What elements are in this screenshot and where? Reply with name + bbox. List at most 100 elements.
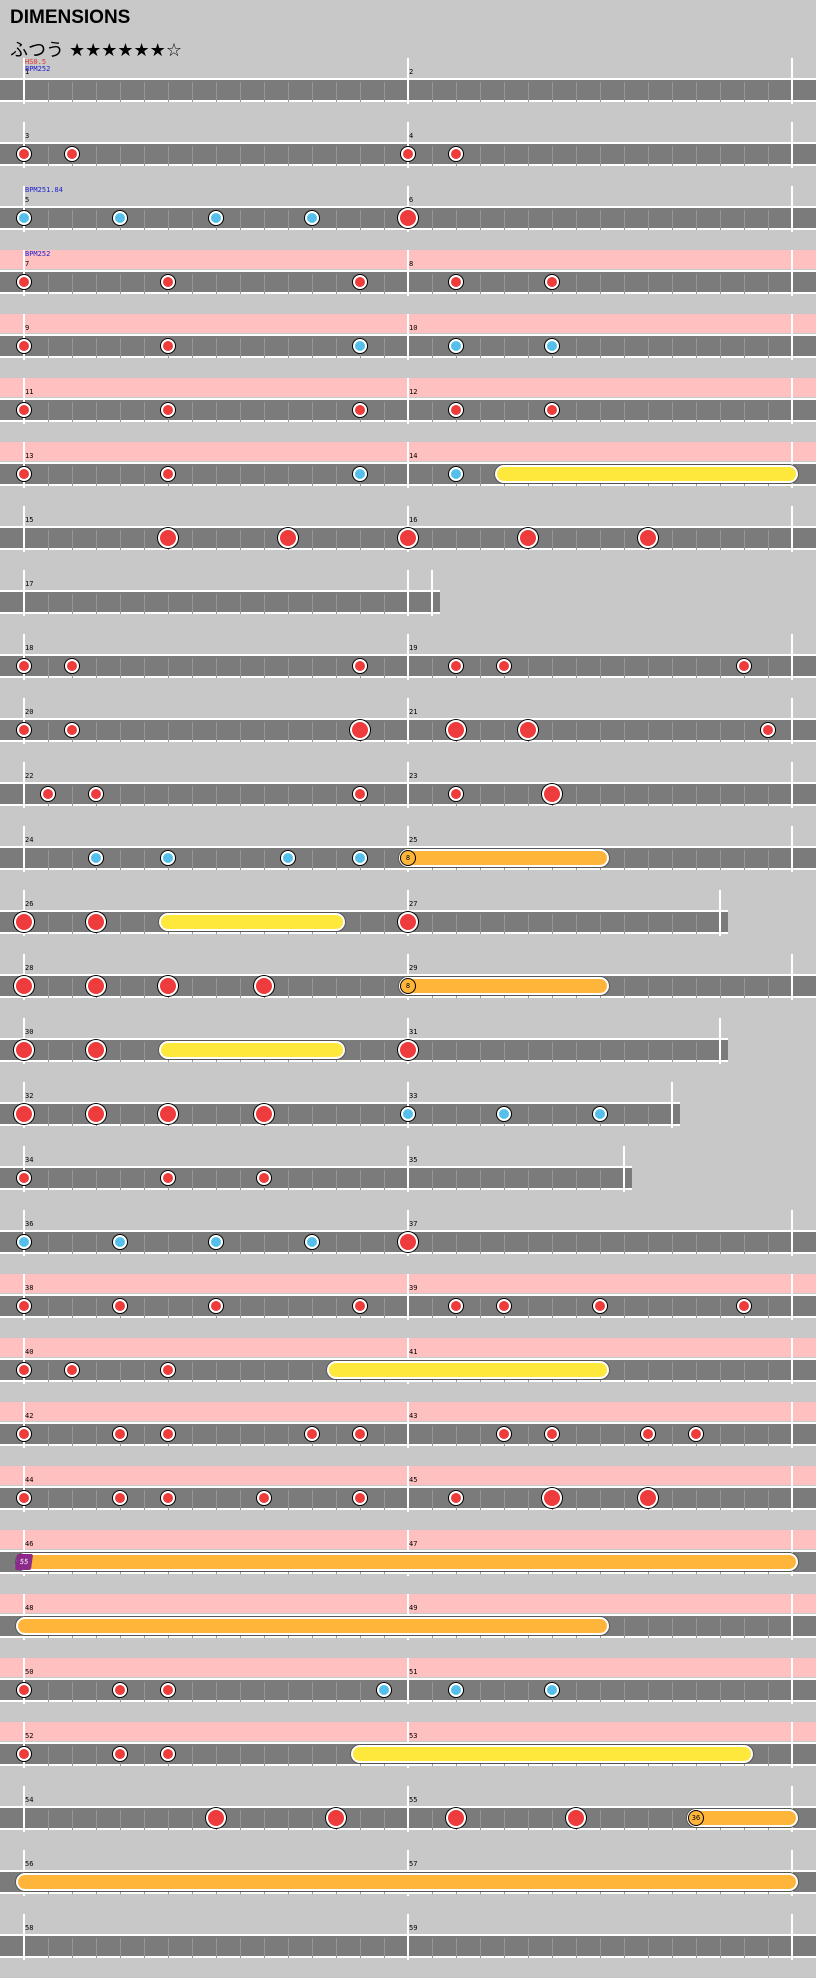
don-note (41, 787, 55, 801)
beat-line (216, 722, 217, 742)
beat-line (240, 1170, 241, 1190)
measure-number: 59 (409, 1924, 418, 1932)
beat-line (768, 1490, 769, 1510)
beat-line (144, 466, 145, 486)
beat-line (96, 466, 97, 486)
beat-line (72, 338, 73, 358)
beat-line (336, 466, 337, 486)
ka-note (305, 211, 319, 225)
beat-line (624, 1362, 625, 1382)
beat-line (600, 1682, 601, 1702)
beat-line (48, 722, 49, 742)
beat-line (576, 146, 577, 166)
measure-number: 19 (409, 644, 418, 652)
beat-line (216, 1362, 217, 1382)
don-note (353, 1427, 367, 1441)
beat-line (312, 1746, 313, 1766)
beat-line (432, 1298, 433, 1318)
drumroll (495, 465, 798, 483)
beat-line (288, 1426, 289, 1446)
don-note (497, 659, 511, 673)
don-note (737, 659, 751, 673)
beat-line (144, 786, 145, 806)
beat-line (264, 1298, 265, 1318)
big-don-note (446, 720, 466, 740)
beat-line (288, 658, 289, 678)
measure-number: 2 (409, 68, 414, 76)
don-note (353, 403, 367, 417)
beat-line (504, 722, 505, 742)
beat-line (696, 338, 697, 358)
beat-line (480, 1938, 481, 1958)
beat-line (480, 146, 481, 166)
big-don-note (158, 528, 178, 548)
beat-line (192, 1810, 193, 1830)
beat-line (744, 722, 745, 742)
beat-line (144, 1234, 145, 1254)
beat-line (576, 1106, 577, 1126)
beat-line (264, 1938, 265, 1958)
beat-line (624, 1234, 625, 1254)
song-title: DIMENSIONS (10, 7, 131, 28)
beat-line (600, 82, 601, 102)
beat-line (336, 146, 337, 166)
ka-note (353, 851, 367, 865)
measure-number: 49 (409, 1604, 418, 1612)
beat-line (720, 1490, 721, 1510)
beat-line (432, 658, 433, 678)
measure-number: 25 (409, 836, 418, 844)
beat-line (720, 1938, 721, 1958)
barline (791, 1722, 793, 1768)
big-don-note (326, 1808, 346, 1828)
chart-row: 56 57 (0, 1850, 816, 1914)
beat-line (624, 978, 625, 998)
big-don-note (542, 1488, 562, 1508)
beat-line (312, 978, 313, 998)
beat-line (264, 594, 265, 614)
beat-line (744, 978, 745, 998)
beat-line (192, 146, 193, 166)
beat-line (48, 1746, 49, 1766)
beat-line (528, 1170, 529, 1190)
beat-line (72, 594, 73, 614)
measure-number: 13 (25, 452, 34, 460)
beat-line (48, 1810, 49, 1830)
measure-number: 27 (409, 900, 418, 908)
big-don-note (278, 528, 298, 548)
beat-line (768, 1298, 769, 1318)
beat-line (264, 402, 265, 422)
ka-note (209, 1235, 223, 1249)
beat-line (528, 1938, 529, 1958)
beat-line (312, 658, 313, 678)
beat-line (384, 1810, 385, 1830)
beat-line (168, 594, 169, 614)
beat-line (384, 210, 385, 230)
beat-line (96, 1938, 97, 1958)
beat-line (624, 530, 625, 550)
beat-line (432, 402, 433, 422)
beat-line (240, 338, 241, 358)
beat-line (120, 402, 121, 422)
barline (791, 1338, 793, 1384)
balloon-roll (16, 1617, 609, 1635)
don-note (353, 659, 367, 673)
beat-line (360, 1170, 361, 1190)
beat-line (216, 594, 217, 614)
don-note (161, 1427, 175, 1441)
beat-line (720, 82, 721, 102)
beat-line (360, 1234, 361, 1254)
don-note (17, 339, 31, 353)
beat-line (360, 1810, 361, 1830)
beat-line (384, 1170, 385, 1190)
beat-line (504, 1938, 505, 1958)
beat-line (576, 338, 577, 358)
beat-line (672, 402, 673, 422)
beat-line (120, 786, 121, 806)
ka-note (305, 1235, 319, 1249)
beat-line (312, 466, 313, 486)
big-don-note (254, 1104, 274, 1124)
beat-line (216, 658, 217, 678)
barline (407, 442, 409, 488)
beat-line (624, 146, 625, 166)
don-note (161, 1363, 175, 1377)
